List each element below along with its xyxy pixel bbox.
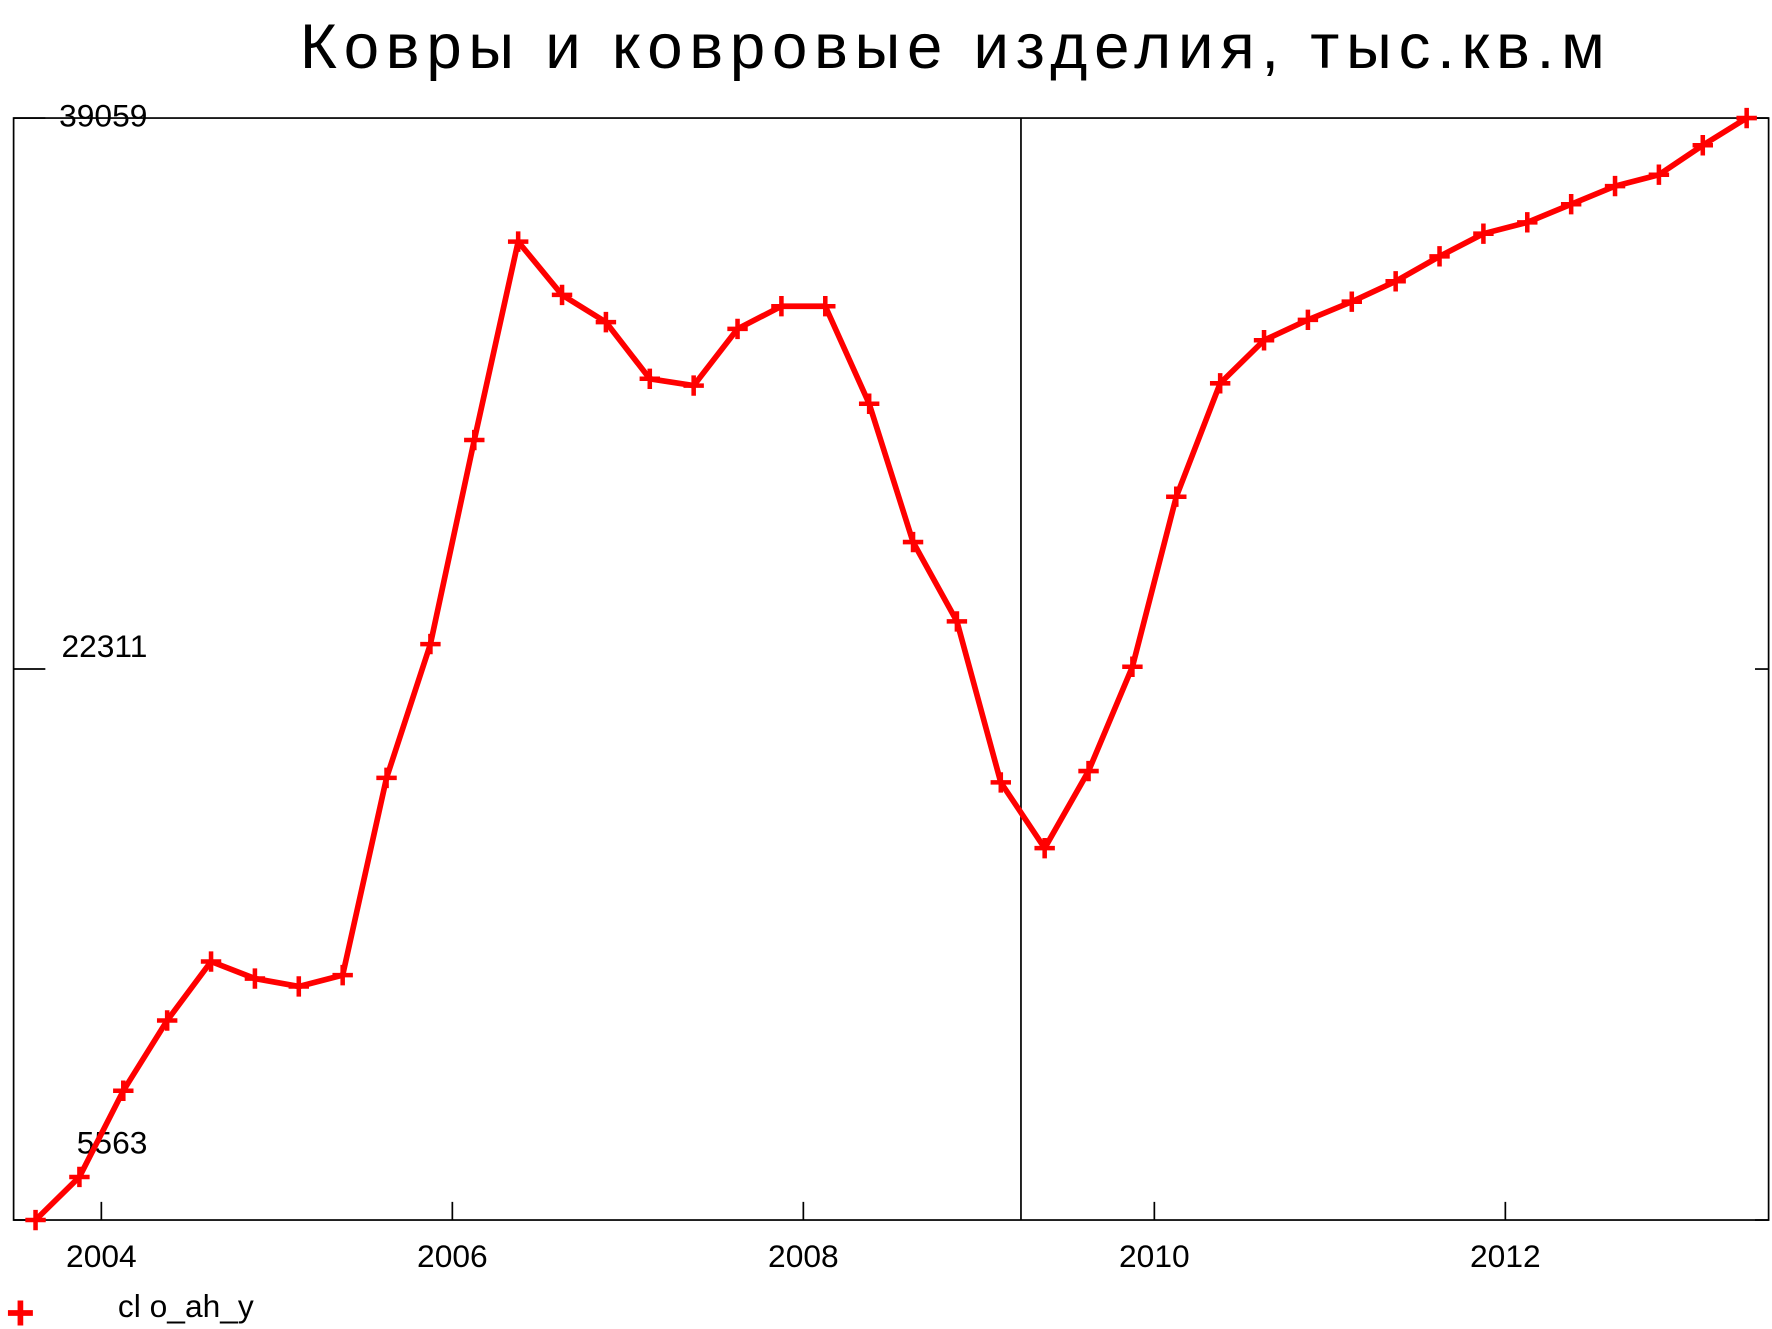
y-tick-label: 39059 — [59, 97, 147, 133]
point-marker — [69, 1166, 90, 1188]
series-line — [33, 115, 1749, 1223]
x-tick-label: 2012 — [1470, 1238, 1541, 1274]
point-marker — [1692, 135, 1713, 156]
point-marker — [1166, 486, 1187, 507]
point-marker — [200, 951, 222, 972]
point-marker — [727, 318, 748, 340]
x-tick-label: 2004 — [66, 1238, 137, 1274]
point-marker — [376, 767, 397, 789]
point-marker — [1341, 291, 1362, 312]
plot-frame — [12, 117, 1770, 1221]
point-marker — [1736, 107, 1757, 129]
point-marker — [332, 964, 353, 986]
point-marker — [1122, 656, 1143, 677]
point-marker — [156, 1010, 178, 1031]
x-tick-label: 2008 — [768, 1238, 839, 1274]
point-marker — [1034, 837, 1055, 859]
point-marker — [595, 311, 617, 333]
chart-title: Ковры и ковровые изделия, тыс.кв.м — [300, 12, 1612, 82]
point-marker — [25, 1209, 46, 1231]
x-tick-label: 2010 — [1119, 1238, 1190, 1274]
legend-label: cl o_ah_y — [118, 1288, 254, 1324]
point-marker — [1473, 223, 1494, 244]
point-marker — [639, 368, 660, 389]
point-marker — [113, 1080, 134, 1101]
point-marker — [288, 976, 309, 997]
point-marker — [420, 633, 441, 655]
point-marker — [1429, 246, 1450, 267]
point-marker — [551, 284, 573, 306]
point-marker — [244, 968, 266, 989]
point-marker — [683, 375, 704, 396]
legend-marker — [7, 1300, 33, 1326]
point-marker — [815, 296, 836, 317]
point-marker — [1648, 164, 1670, 185]
point-marker — [771, 296, 792, 317]
point-marker — [1253, 330, 1275, 351]
point-marker — [1604, 175, 1626, 197]
point-marker — [1297, 309, 1319, 331]
point-marker — [1560, 194, 1582, 215]
point-marker — [1209, 373, 1231, 394]
y-tick-label: 22311 — [61, 628, 147, 664]
point-marker — [464, 429, 485, 451]
point-marker — [1517, 212, 1538, 233]
x-tick-label: 2006 — [417, 1238, 488, 1274]
point-marker — [1078, 760, 1099, 782]
point-marker — [507, 231, 529, 252]
point-marker — [858, 393, 880, 414]
point-marker — [1385, 271, 1406, 292]
point-marker — [902, 531, 924, 553]
point-marker — [946, 611, 968, 632]
point-marker — [990, 772, 1011, 793]
